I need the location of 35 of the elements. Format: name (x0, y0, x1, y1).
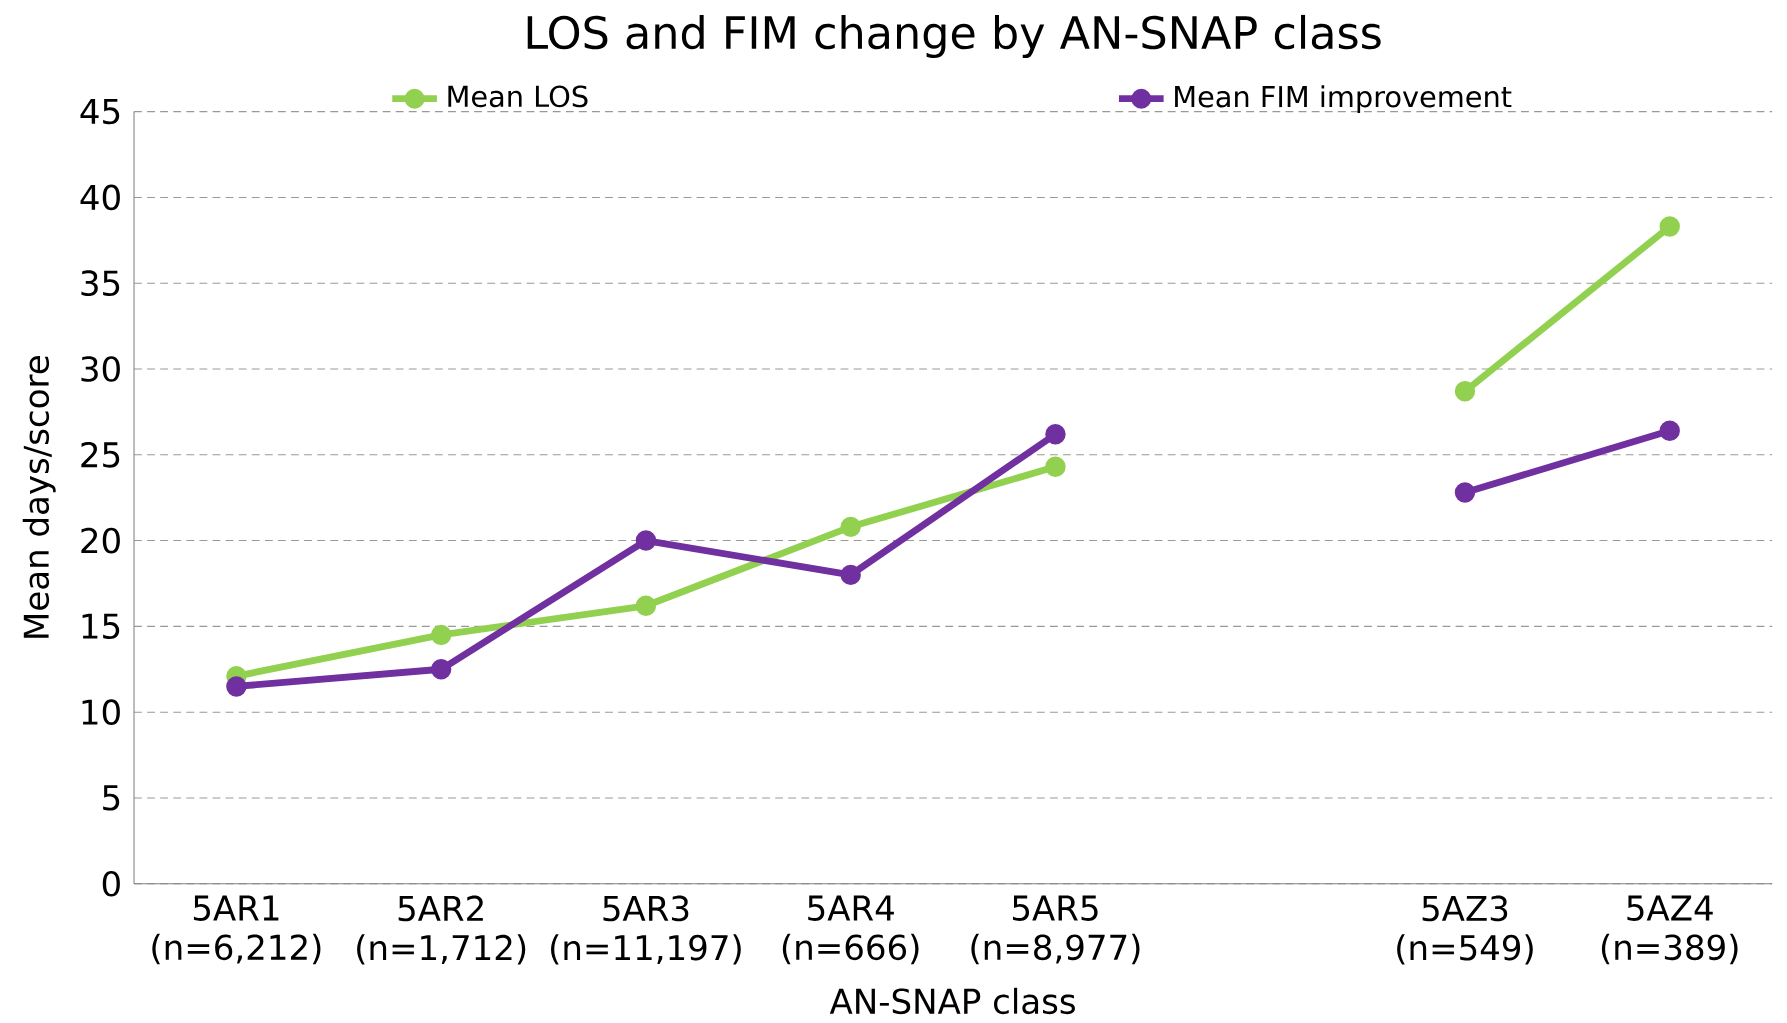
y-tick-label: 45 (80, 98, 120, 125)
point (840, 516, 861, 538)
y-tick-label: 40 (80, 184, 120, 211)
x-tick-label: 5AR2 (n=1,712) (357, 895, 526, 965)
legend-label: Mean LOS (448, 85, 588, 108)
x-tick-label: 5AR5 (n=8,977) (971, 895, 1140, 965)
y-tick-label: 5 (103, 785, 120, 811)
chart-title: LOS and FIM change by AN-SNAP class (527, 14, 1381, 58)
x-tick-label: 5AZ4 (n=389) (1601, 895, 1738, 965)
point (1659, 420, 1680, 441)
x-tick-label: 5AR4 (n=666) (782, 895, 919, 965)
y-axis-title: Mean days/score (22, 356, 56, 638)
y-tick-label: 25 (81, 441, 120, 468)
point (1454, 482, 1476, 503)
x-axis-title: AN-SNAP class (829, 987, 1075, 1015)
point (226, 676, 247, 697)
legend-label: Mean FIM improvement (1175, 85, 1512, 114)
y-tick-label: 0 (102, 870, 120, 897)
y-tick-label: 35 (81, 270, 120, 297)
x-tick-label: 5AR1 (n=6,212) (152, 895, 321, 965)
y-tick-label: 10 (82, 699, 120, 726)
point (840, 564, 861, 586)
point (635, 595, 657, 616)
point (1659, 216, 1680, 237)
y-tick-label: 15 (82, 613, 120, 640)
point (1045, 456, 1066, 477)
y-tick-label: 20 (81, 527, 120, 554)
point (430, 659, 452, 680)
x-tick-label: 5AZ3 (n=549) (1397, 895, 1533, 965)
point (1045, 423, 1066, 445)
point (430, 624, 452, 646)
point (635, 530, 657, 551)
x-tick-label: 5AR3 (n=11,197) (551, 895, 741, 965)
point (1454, 381, 1476, 402)
y-tick-label: 30 (81, 356, 120, 382)
